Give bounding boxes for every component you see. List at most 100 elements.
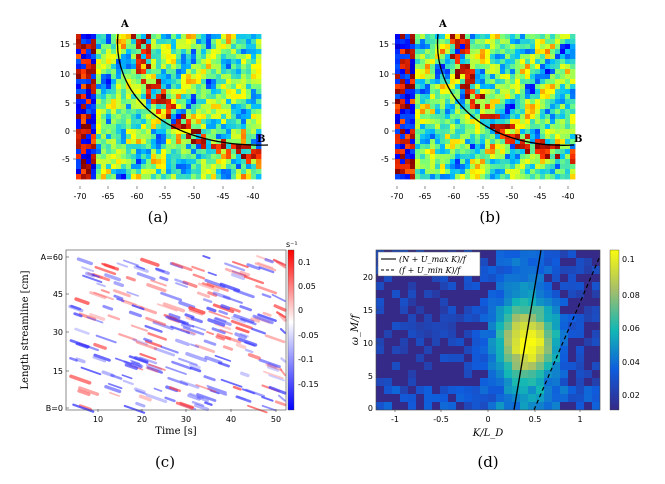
heatmap-cell <box>480 34 486 40</box>
heatmap-cell <box>241 119 247 125</box>
heatmap-cell <box>241 134 247 140</box>
heatmap-cell <box>530 99 536 105</box>
heatmap-cell <box>151 109 157 115</box>
heatmap-stripe <box>277 394 286 402</box>
heatmap-cell <box>256 114 262 120</box>
heatmap-cell <box>201 129 207 135</box>
heatmap-cell <box>470 34 476 40</box>
heatmap-stripe <box>182 280 198 288</box>
heatmap-cell <box>410 114 416 120</box>
heatmap-cell <box>465 164 471 170</box>
heatmap-cell <box>191 49 197 55</box>
heatmap-cell <box>425 49 431 55</box>
heatmap-cell <box>455 169 461 175</box>
heatmap-cell <box>504 346 512 354</box>
heatmap-cell <box>430 39 436 45</box>
heatmap-cell <box>241 144 247 150</box>
heatmap-cell <box>126 104 132 110</box>
heatmap-cell <box>136 84 142 90</box>
heatmap-cell <box>435 99 441 105</box>
heatmap-cell <box>376 306 384 314</box>
heatmap-cell <box>504 322 512 330</box>
heatmap-cell <box>186 64 192 70</box>
heatmap-cell <box>181 124 187 130</box>
heatmap-stripe <box>239 305 253 312</box>
heatmap-cell <box>460 59 466 65</box>
heatmap-stripe <box>213 317 232 326</box>
heatmap-cell <box>445 54 451 60</box>
panel-d: (N + U_max K)/f (f + U_min K)/f -1 -0.5 0 0… <box>350 249 640 471</box>
heatmap-cell <box>126 114 132 120</box>
heatmap-cell <box>545 44 551 50</box>
heatmap-cell <box>136 144 142 150</box>
heatmap-cell <box>515 84 521 90</box>
heatmap-stripe <box>263 370 284 380</box>
heatmap-cell <box>565 174 571 180</box>
heatmap-stripe <box>75 357 86 364</box>
heatmap-stripe <box>133 265 149 273</box>
heatmap-cell <box>151 69 157 75</box>
heatmap-cell <box>251 44 257 50</box>
heatmap-cell <box>106 154 112 160</box>
heatmap-cell <box>395 174 401 180</box>
heatmap-cell <box>141 114 147 120</box>
heatmap-cell <box>81 34 87 40</box>
heatmap-cell <box>181 144 187 150</box>
heatmap-stripe <box>109 391 120 397</box>
heatmap-cell <box>400 144 406 150</box>
heatmap-cell <box>435 64 441 70</box>
heatmap-cell <box>505 159 511 165</box>
heatmap-stripe <box>78 404 92 411</box>
heatmap-cell <box>186 149 192 155</box>
heatmap-cell <box>201 34 207 40</box>
heatmap-stripe <box>168 386 181 393</box>
heatmap-cell <box>191 149 197 155</box>
heatmap-cell <box>96 89 102 95</box>
heatmap-cell <box>545 174 551 180</box>
heatmap-cell <box>81 49 87 55</box>
heatmap-cell <box>106 89 112 95</box>
heatmap-cell <box>472 386 480 394</box>
heatmap-cell <box>81 174 87 180</box>
heatmap-stripe <box>93 291 114 301</box>
heatmap-cell <box>445 169 451 175</box>
heatmap-cell <box>550 169 556 175</box>
heatmap-cell <box>246 124 252 130</box>
heatmap-stripe <box>274 400 287 407</box>
heatmap-cell <box>485 94 491 100</box>
heatmap-cell <box>221 69 227 75</box>
heatmap-cell <box>550 139 556 145</box>
heatmap-cell <box>181 69 187 75</box>
heatmap-cell <box>151 54 157 60</box>
heatmap-cell <box>475 104 481 110</box>
heatmap-cell <box>555 74 561 80</box>
heatmap-cell <box>536 330 544 338</box>
heatmap-cell <box>415 94 421 100</box>
heatmap-cell <box>166 84 172 90</box>
heatmap-cell <box>475 159 481 165</box>
heatmap-cell <box>560 44 566 50</box>
heatmap-cell <box>545 64 551 70</box>
heatmap-cell <box>176 169 182 175</box>
heatmap-cell <box>181 119 187 125</box>
heatmap-stripe <box>209 389 220 395</box>
heatmap-cell <box>560 104 566 110</box>
heatmap-cell <box>211 119 217 125</box>
heatmap-cell <box>420 119 426 125</box>
heatmap-cell <box>495 44 501 50</box>
heatmap-cell <box>136 94 142 100</box>
heatmap-cell <box>490 104 496 110</box>
panel-a-ytick-label: -5 <box>62 155 70 164</box>
heatmap-cell <box>395 109 401 115</box>
heatmap-stripe <box>191 265 205 272</box>
heatmap-cell <box>410 164 416 170</box>
heatmap-cell <box>410 149 416 155</box>
heatmap-stripe <box>235 395 252 403</box>
heatmap-cell <box>530 174 536 180</box>
heatmap-cell <box>552 314 560 322</box>
heatmap-cell <box>550 94 556 100</box>
heatmap-cell <box>146 139 152 145</box>
heatmap-cell <box>226 69 232 75</box>
heatmap-cell <box>420 34 426 40</box>
heatmap-cell <box>186 49 192 55</box>
